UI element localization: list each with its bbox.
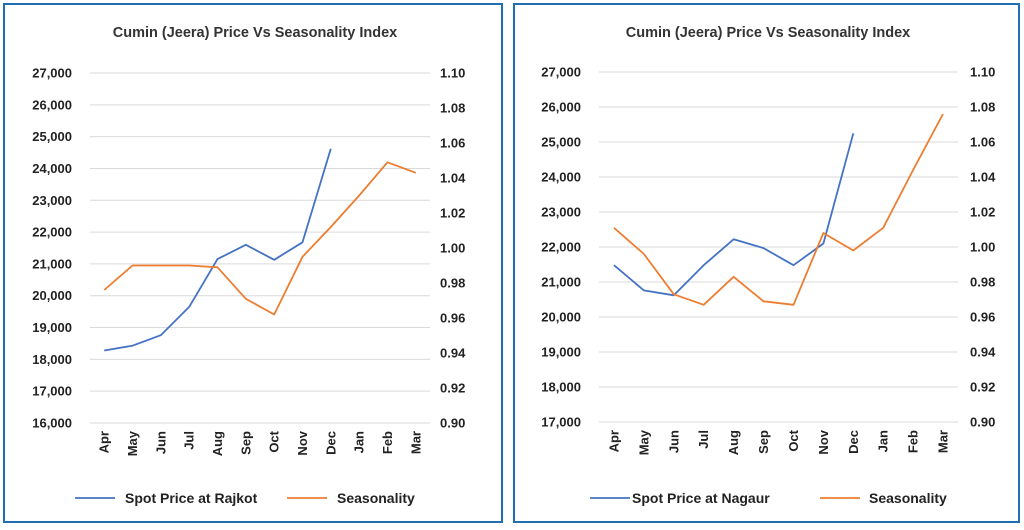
y-axis-left: 16,000 17,000 18,000 19,000 20,000 21,000 22,0… [32, 66, 72, 431]
y-right-tick-label: 1.00 [440, 241, 465, 256]
legend-label: Seasonality [869, 490, 947, 506]
y-left-tick-label: 26,000 [541, 100, 581, 115]
x-tick-label: Mar [408, 431, 423, 454]
y-left-tick-label: 19,000 [541, 345, 581, 360]
legend-label: Seasonality [337, 490, 415, 506]
x-tick-label: Jul [696, 430, 711, 449]
x-tick-label: Feb [380, 431, 395, 454]
x-tick-label: Jun [666, 430, 681, 453]
y-right-tick-label: 0.98 [970, 275, 995, 290]
chart-panel-rajkot: Cumin (Jeera) Price Vs Seasonality Index… [3, 3, 503, 523]
x-tick-label: Dec [323, 431, 338, 455]
y-right-tick-label: 0.92 [440, 381, 465, 396]
x-tick-label: Aug [210, 431, 225, 456]
y-axis-right: 0.90 0.92 0.94 0.96 0.98 1.00 1.02 1.04 1.06 1.08… [440, 66, 466, 431]
y-left-tick-label: 25,000 [541, 135, 581, 150]
y-left-tick-label: 17,000 [32, 384, 72, 399]
legend: Spot Price at Nagaur Seasonality [590, 490, 947, 506]
x-tick-label: Feb [906, 430, 921, 453]
chart-title: Cumin (Jeera) Price Vs Seasonality Index [626, 25, 910, 41]
y-left-tick-label: 27,000 [541, 65, 581, 80]
x-tick-label: Jan [352, 431, 367, 453]
y-left-tick-label: 17,000 [541, 415, 581, 430]
series-line-seasonality [103, 161, 417, 316]
x-tick-label: Jun [153, 431, 168, 454]
y-axis-left: 17,000 18,000 19,000 20,000 21,000 22,000 23,0… [541, 65, 581, 430]
y-left-tick-label: 18,000 [32, 352, 72, 367]
legend-label: Spot Price at Nagaur [632, 490, 770, 506]
y-right-tick-label: 0.94 [970, 345, 996, 360]
y-left-tick-label: 22,000 [541, 240, 581, 255]
y-right-tick-label: 1.02 [970, 205, 995, 220]
chart-title: Cumin (Jeera) Price Vs Seasonality Index [113, 25, 397, 41]
y-right-tick-label: 1.10 [970, 65, 995, 80]
y-right-tick-label: 0.94 [440, 346, 466, 361]
y-right-tick-label: 1.04 [440, 171, 466, 186]
line-chart: Cumin (Jeera) Price Vs Seasonality Index… [32, 25, 466, 506]
y-right-tick-label: 0.98 [440, 276, 465, 291]
x-tick-label: Aug [726, 430, 741, 455]
x-tick-label: Sep [238, 431, 253, 455]
y-right-tick-label: 0.96 [440, 311, 465, 326]
x-tick-label: Nov [816, 429, 831, 454]
y-left-tick-label: 23,000 [541, 205, 581, 220]
x-tick-label: Apr [606, 430, 621, 452]
y-left-tick-label: 18,000 [541, 380, 581, 395]
x-tick-label: May [125, 430, 140, 456]
y-left-tick-label: 16,000 [32, 416, 72, 431]
y-right-tick-label: 1.08 [440, 101, 465, 116]
x-tick-label: Apr [97, 431, 112, 453]
x-tick-label: Oct [786, 429, 801, 451]
line-chart: Cumin (Jeera) Price Vs Seasonality Index… [541, 25, 996, 506]
y-left-tick-label: 21,000 [541, 275, 581, 290]
y-right-tick-label: 1.02 [440, 206, 465, 221]
y-left-tick-label: 25,000 [32, 129, 72, 144]
y-right-tick-label: 1.06 [970, 135, 995, 150]
x-tick-label: Jan [876, 430, 891, 452]
y-right-tick-label: 0.90 [440, 416, 465, 431]
x-tick-label: Sep [756, 430, 771, 454]
legend: Spot Price at Rajkot Seasonality [75, 490, 415, 506]
y-right-tick-label: 0.90 [970, 415, 995, 430]
y-right-tick-label: 1.00 [970, 240, 995, 255]
y-left-tick-label: 21,000 [32, 256, 72, 271]
y-left-tick-label: 20,000 [541, 310, 581, 325]
y-right-tick-label: 1.08 [970, 100, 995, 115]
series-line-spot-price [613, 133, 855, 297]
y-left-tick-label: 27,000 [32, 66, 72, 81]
chart-panel-nagaur: Cumin (Jeera) Price Vs Seasonality Index… [513, 3, 1020, 523]
y-right-tick-label: 1.10 [440, 66, 465, 81]
x-tick-label: Mar [936, 430, 951, 453]
x-axis: Apr May Jun Jul Aug Sep Oct Nov Dec Jan Feb Mar [97, 430, 424, 456]
y-axis-right: 0.90 0.92 0.94 0.96 0.98 1.00 1.02 1.04 1.06 1.08… [970, 65, 996, 430]
y-left-tick-label: 19,000 [32, 320, 72, 335]
y-right-tick-label: 0.96 [970, 310, 995, 325]
y-left-tick-label: 26,000 [32, 97, 72, 112]
y-right-tick-label: 1.06 [440, 136, 465, 151]
x-tick-label: Jul [182, 431, 197, 450]
y-left-tick-label: 23,000 [32, 193, 72, 208]
x-tick-label: May [636, 429, 651, 455]
y-left-tick-label: 20,000 [32, 288, 72, 303]
x-tick-label: Oct [267, 430, 282, 452]
gridlines [90, 72, 430, 424]
series-line-spot-price [104, 148, 332, 352]
y-left-tick-label: 24,000 [541, 170, 581, 185]
x-tick-label: Dec [846, 430, 861, 454]
y-left-tick-label: 24,000 [32, 161, 72, 176]
series-line-seasonality [613, 113, 944, 306]
gridlines [599, 71, 958, 423]
x-axis: Apr May Jun Jul Aug Sep Oct Nov Dec Jan Feb Mar [606, 429, 950, 455]
y-right-tick-label: 1.04 [970, 170, 996, 185]
y-right-tick-label: 0.92 [970, 380, 995, 395]
y-left-tick-label: 22,000 [32, 225, 72, 240]
legend-label: Spot Price at Rajkot [125, 490, 258, 506]
x-tick-label: Nov [295, 430, 310, 455]
